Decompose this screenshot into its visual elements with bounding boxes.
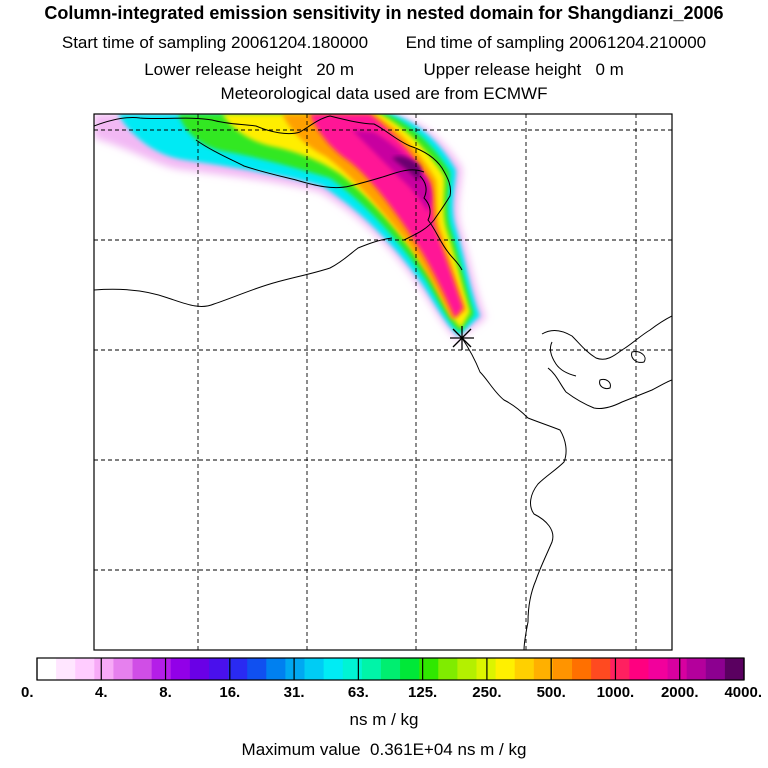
colorbar-tick-labels: 0. 4. 8. 16. 31. 63. 125. 250. 500. 1000. 2000. 400… [21, 684, 762, 701]
colorbar-tick-label: 16. [219, 684, 240, 701]
colorbar-tick-label: 125. [408, 684, 437, 701]
colorbar-cell [552, 658, 573, 680]
coast-korea-west [549, 341, 577, 377]
release-heights: Lower release height 20 m Upper release … [0, 60, 768, 80]
end-time-label: End time of sampling [405, 33, 565, 52]
max-value-unit: ns m / kg [457, 740, 527, 759]
colorbar-tick-label: 4000. [724, 684, 762, 701]
colorbar-tick-label: 31. [284, 684, 305, 701]
colorbar-tick-label: 63. [348, 684, 369, 701]
colorbar-cell [572, 658, 592, 680]
colorbar-tick-label: 1000. [597, 684, 635, 701]
colorbar-frame [36, 657, 745, 681]
upper-height-value: 0 m [595, 60, 624, 79]
border-line-north [94, 115, 451, 241]
colorbar-cell [648, 658, 669, 680]
sensitivity-plume [94, 114, 486, 340]
start-time-label: Start time of sampling [61, 33, 227, 52]
coast-bohai [419, 175, 463, 271]
colorbar-cell [342, 658, 363, 680]
colorbar-cell [208, 658, 229, 680]
colorbar-cell [610, 658, 630, 680]
receptor-marker-d2 [452, 328, 472, 348]
colorbar-cell [323, 658, 344, 680]
max-value-label: Maximum value [241, 740, 361, 759]
colorbar-cell [304, 658, 325, 680]
colorbar-unit: ns m / kg [349, 710, 419, 729]
upper-height-label: Upper release height [423, 60, 582, 79]
colorbar-cell [667, 658, 688, 680]
colorbar-cell [170, 658, 191, 680]
colorbar-cell [75, 658, 95, 680]
colorbar-cell [94, 658, 115, 680]
coast-yellow-sea [461, 337, 567, 650]
lower-height-value: 20 m [316, 60, 354, 79]
colorbar-tick-label: 2000. [661, 684, 699, 701]
border-line-inner [195, 139, 425, 189]
colorbar-cell [151, 658, 172, 680]
start-time-value: 20061204.180000 [231, 33, 369, 52]
colorbar-cell [457, 658, 478, 680]
colorbar-cell [361, 658, 382, 680]
island-1 [599, 379, 611, 389]
coast-korea-south [547, 367, 672, 409]
colorbar-cell [686, 658, 707, 680]
colorbar-tick-label: 500. [537, 684, 566, 701]
colorbar-cell [419, 658, 439, 680]
lower-height-label: Lower release height [144, 60, 303, 79]
receptor-marker [450, 326, 474, 350]
colorbar-tick-label: 8. [159, 684, 172, 701]
end-time-value: 20061204.210000 [569, 33, 707, 52]
coastlines-borders [94, 115, 672, 650]
colorbar-cell [228, 658, 248, 680]
colorbar-cell [189, 658, 210, 680]
coast-korea [541, 315, 672, 360]
colorbar-cell [400, 658, 420, 680]
plot-title: Column-integrated emission sensitivity i… [44, 3, 724, 23]
colorbar-cell [56, 658, 76, 680]
colorbar-cell [705, 658, 726, 680]
met-data-note: Meteorological data used are from ECMWF [220, 84, 548, 103]
max-value-number: 0.361E+04 [370, 740, 453, 759]
map-gridlines [94, 114, 672, 650]
colorbar-cell [285, 658, 306, 680]
colorbar-cell [533, 658, 554, 680]
map-frame [93, 113, 673, 651]
colorbar-cell [266, 658, 287, 680]
colorbar-cell [495, 658, 516, 680]
island-2 [631, 351, 646, 363]
colorbar-cell [37, 658, 57, 680]
colorbar-cells [37, 658, 745, 680]
colorbar-cell [629, 658, 650, 680]
colorbar-tick-label: 250. [472, 684, 501, 701]
plume-band-orange [282, 114, 466, 320]
plume-band-core [392, 156, 421, 180]
colorbar-cell [247, 658, 267, 680]
colorbar-cell [724, 658, 745, 680]
colorbar-cell [113, 658, 134, 680]
sampling-times: Start time of sampling 20061204.180000 E… [0, 33, 768, 53]
colorbar-cell [132, 658, 153, 680]
colorbar-cell [380, 658, 401, 680]
colorbar-cell [514, 658, 535, 680]
border-line-west [94, 237, 393, 307]
colorbar-cell [438, 658, 458, 680]
colorbar-tick-label: 4. [95, 684, 108, 701]
colorbar-tick-label: 0. [21, 684, 34, 701]
colorbar-cell [591, 658, 611, 680]
max-value-line: Maximum value 0.361E+04 ns m / kg [0, 740, 768, 760]
